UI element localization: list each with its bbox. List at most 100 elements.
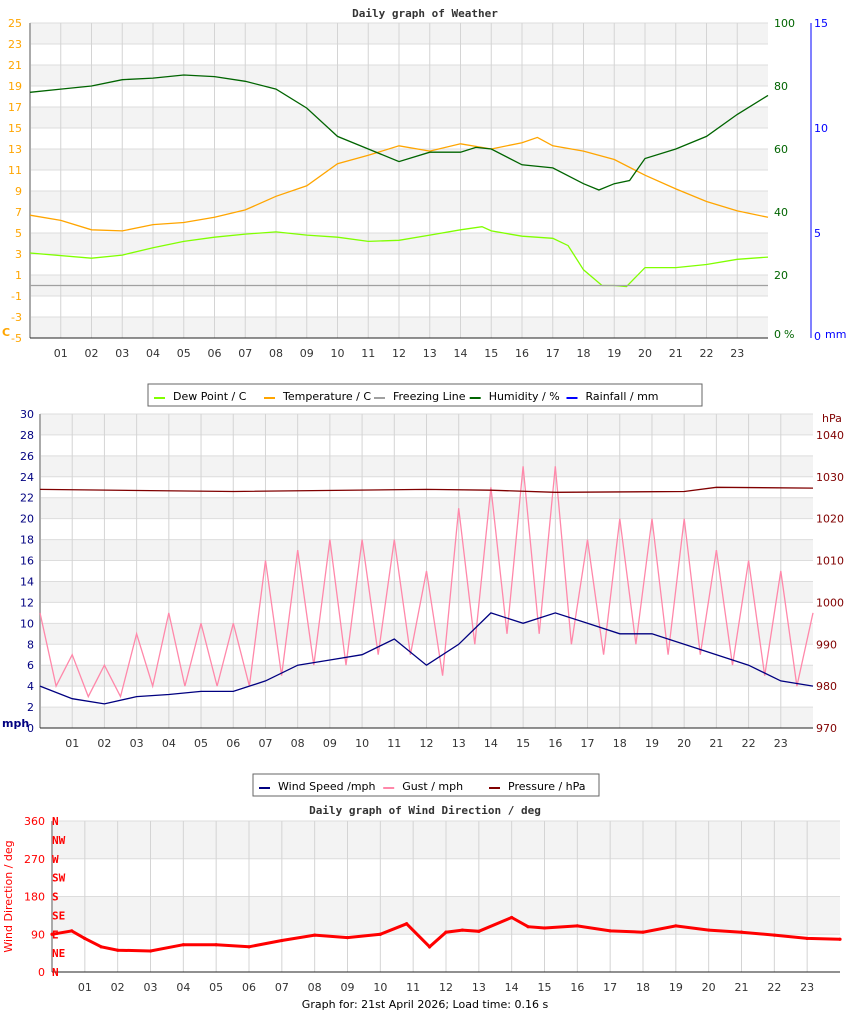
x-tick-label: 12	[439, 981, 453, 994]
x-tick-label: 22	[700, 347, 714, 360]
left-tick-label: 17	[8, 101, 22, 114]
left-tick-label: 9	[15, 185, 22, 198]
data-point	[575, 924, 579, 928]
data-point	[405, 922, 409, 926]
x-tick-label: 09	[300, 347, 314, 360]
data-point	[50, 932, 54, 936]
x-tick-label: 05	[177, 347, 191, 360]
x-tick-label: 09	[341, 981, 355, 994]
data-point	[444, 930, 448, 934]
x-tick-label: 16	[515, 347, 529, 360]
winddir-chart-title: Daily graph of Wind Direction / deg	[309, 804, 541, 817]
x-tick-label: 02	[85, 347, 99, 360]
rain-tick-label: 15	[814, 17, 828, 30]
left-tick-label: 0	[27, 722, 34, 735]
left-tick-label: 90	[31, 928, 45, 941]
compass-label: SW	[52, 872, 66, 885]
legend-box	[147, 383, 703, 407]
x-tick-label: 03	[144, 981, 158, 994]
left-tick-label: 25	[8, 17, 22, 30]
left-tick-label: -1	[11, 290, 22, 303]
x-tick-label: 15	[516, 737, 530, 750]
rain-tick-label: 0	[814, 330, 821, 343]
data-point	[641, 930, 645, 934]
footer-text: Graph for: 21st April 2026; Load time: 0…	[302, 998, 549, 1011]
data-point	[70, 929, 74, 933]
data-point	[477, 929, 481, 933]
left-tick-label: 24	[20, 471, 34, 484]
x-tick-label: 09	[323, 737, 337, 750]
weather-chart-title: Daily graph of Weather	[352, 7, 498, 20]
data-point	[460, 928, 465, 932]
legend-entry: Rainfall / mm	[586, 390, 659, 403]
x-tick-label: 17	[581, 737, 595, 750]
series-line-dew	[29, 226, 769, 288]
weather-chart: 01 02 03 04 05 06 07 08 09 10 11 12 13 14 15 16 17 18 19 20…	[2, 17, 846, 407]
right-tick-label: 990	[816, 638, 837, 651]
series-line-humidity	[29, 74, 769, 191]
left-tick-label: 20	[20, 513, 34, 526]
x-tick-label: 13	[472, 981, 486, 994]
data-point	[378, 932, 382, 936]
data-point	[772, 933, 776, 937]
left-tick-label: -5	[11, 332, 22, 345]
right-tick-label: 1040	[816, 429, 844, 442]
right-tick-label: 1010	[816, 555, 844, 568]
series-line-wind	[51, 915, 841, 953]
data-point	[805, 936, 809, 941]
x-tick-label: 23	[730, 347, 744, 360]
legend-entry: Wind Speed /mph	[278, 780, 376, 793]
x-tick-label: 18	[577, 347, 591, 360]
compass-label: W	[52, 853, 59, 866]
left-tick-label: 3	[15, 248, 22, 261]
left-tick-label: 26	[20, 450, 34, 463]
x-tick-label: 05	[194, 737, 208, 750]
left-tick-label: 14	[20, 575, 34, 588]
x-tick-label: 21	[709, 737, 723, 750]
left-tick-label: 0	[38, 966, 45, 979]
left-tick-label: 21	[8, 59, 22, 72]
x-tick-label: 15	[484, 347, 498, 360]
x-tick-label: 10	[373, 981, 387, 994]
x-tick-label: 06	[226, 737, 240, 750]
left-tick-label: 1	[15, 269, 22, 282]
compass-label: NE	[52, 947, 65, 960]
x-tick-label: 16	[548, 737, 562, 750]
data-point	[674, 924, 678, 928]
data-point	[739, 930, 744, 934]
compass-label: NW	[52, 834, 66, 847]
x-tick-label: 23	[774, 737, 788, 750]
left-tick-label: 13	[8, 143, 22, 156]
series-line-temperature	[29, 136, 769, 232]
right-tick-label: 60	[774, 143, 788, 156]
x-tick-label: 08	[291, 737, 305, 750]
series-line-wind	[39, 612, 814, 705]
rain-tick-label: 10	[814, 122, 828, 135]
x-tick-label: 14	[484, 737, 498, 750]
x-tick-label: 08	[269, 347, 283, 360]
right-tick-label: 970	[816, 722, 837, 735]
data-point	[526, 925, 530, 929]
x-tick-label: 02	[111, 981, 125, 994]
x-tick-label: 19	[645, 737, 659, 750]
data-point	[707, 928, 711, 932]
x-tick-label: 17	[546, 347, 560, 360]
x-tick-label: 06	[208, 347, 222, 360]
right-axis-label: %	[784, 328, 794, 341]
legend-entry: Dew Point / C	[173, 390, 247, 403]
left-tick-label: 12	[20, 596, 34, 609]
right-tick-label: 100	[774, 17, 795, 30]
x-tick-label: 08	[308, 981, 322, 994]
left-tick-label: 180	[24, 891, 45, 904]
x-tick-label: 03	[115, 347, 129, 360]
x-tick-label: 04	[176, 981, 190, 994]
data-point	[838, 937, 842, 941]
legend-entry: Freezing Line	[393, 390, 466, 403]
compass-label: S	[52, 891, 59, 904]
left-tick-label: 10	[20, 617, 34, 630]
right-tick-label: 1020	[816, 513, 844, 526]
legend-entry: Gust / mph	[402, 780, 463, 793]
left-tick-label: 30	[20, 408, 34, 421]
x-tick-label: 05	[209, 981, 223, 994]
right-tick-label: 80	[774, 80, 788, 93]
